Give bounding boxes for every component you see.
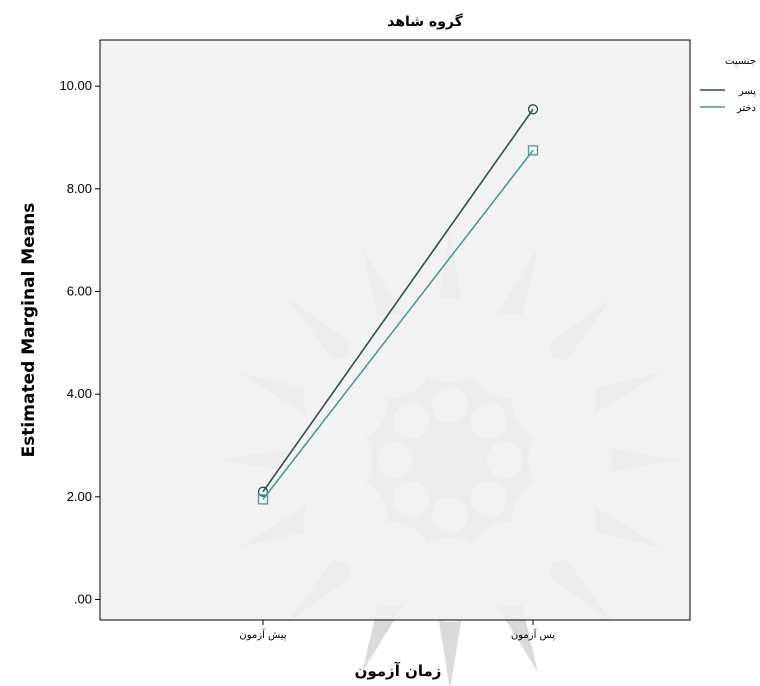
x-tick-label: پس آزمون <box>511 628 555 641</box>
x-tick-label: پیش آزمون <box>239 628 286 641</box>
series-layer <box>257 104 539 505</box>
y-tick-label: 8.00 <box>67 181 92 196</box>
x-axis-ticks: پیش آزمون پس آزمون <box>239 620 555 641</box>
legend-label: پسر <box>738 86 756 97</box>
y-tick-label: 4.00 <box>67 386 92 401</box>
data-point <box>257 494 269 505</box>
chart-title: گروه شاهد <box>387 13 463 30</box>
legend-title: جنسیت <box>725 56 756 67</box>
y-tick-label: 6.00 <box>67 284 92 299</box>
y-axis-label: Estimated Marginal Means <box>19 203 39 458</box>
legend-label: دختر <box>736 103 756 114</box>
legend: جنسیت پسر دختر <box>700 56 756 114</box>
x-axis-label: زمان آزمون <box>355 662 442 680</box>
legend-items: پسر دختر <box>700 86 756 114</box>
y-tick-label: 10.00 <box>59 78 92 93</box>
y-tick-label: .00 <box>74 591 92 606</box>
data-point <box>527 145 539 156</box>
series-line <box>262 108 534 493</box>
series-1 <box>257 104 539 497</box>
data-point <box>527 104 539 115</box>
series-2 <box>257 145 539 505</box>
series-line <box>262 149 534 500</box>
y-tick-label: 2.00 <box>67 489 92 504</box>
y-axis-ticks: .00 2.00 4.00 6.00 8.00 10.00 <box>59 78 100 606</box>
data-point <box>257 486 269 497</box>
